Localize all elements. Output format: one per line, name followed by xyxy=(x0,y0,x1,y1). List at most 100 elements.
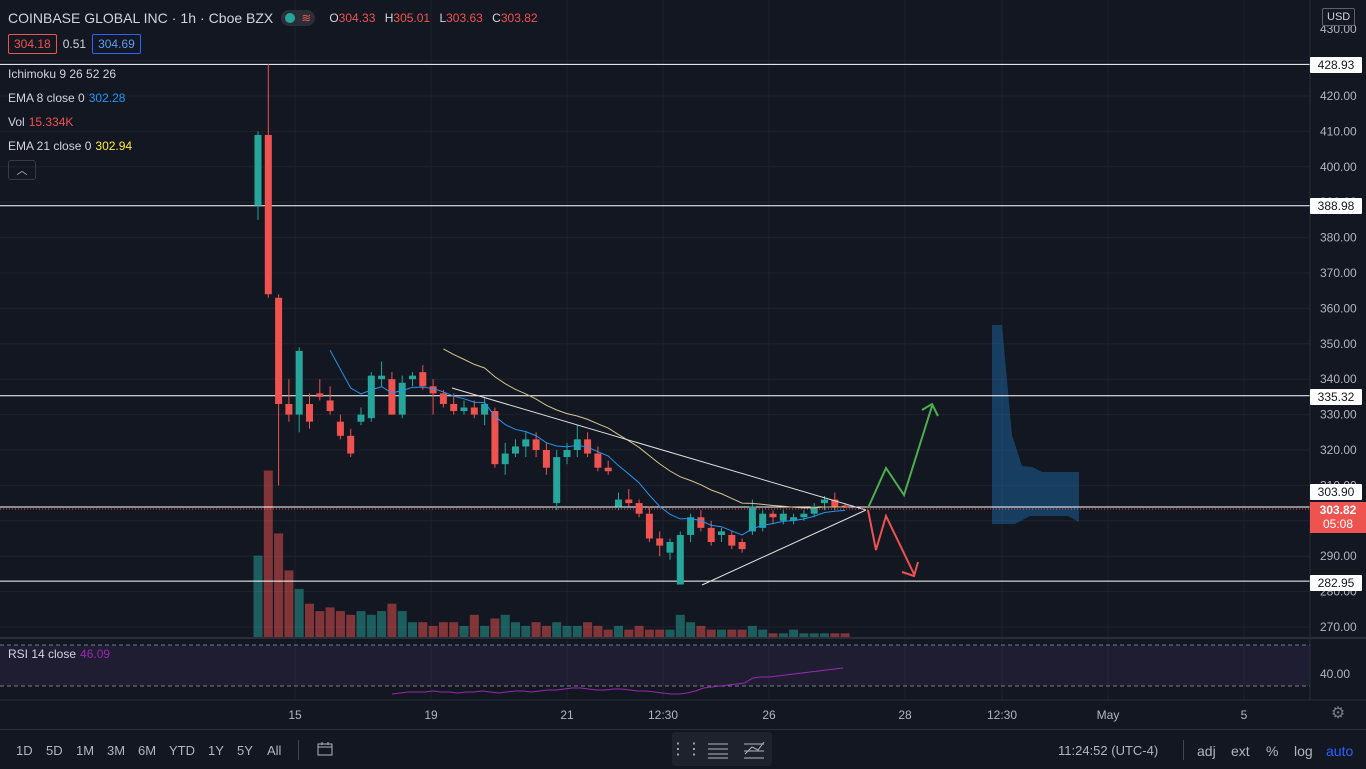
volume-bar xyxy=(335,611,345,637)
adj-toggle[interactable]: adj xyxy=(1197,743,1216,759)
volume-bar xyxy=(325,607,335,637)
ext-toggle[interactable]: ext xyxy=(1231,743,1250,759)
log-toggle[interactable]: log xyxy=(1294,743,1313,759)
chevron-up-icon: ︿ xyxy=(16,165,28,177)
range-6m[interactable]: 6M xyxy=(138,743,157,758)
indicator-ema8[interactable]: EMA 8 close 0 302.28 xyxy=(8,91,125,105)
auto-toggle[interactable]: auto xyxy=(1326,743,1354,759)
time-tick-label: 21 xyxy=(560,708,574,722)
volume-bar xyxy=(758,629,768,637)
range-1m[interactable]: 1M xyxy=(76,743,95,758)
open-key: O xyxy=(329,11,339,25)
volume-bar xyxy=(284,570,294,637)
ema8-line xyxy=(329,350,846,536)
symbol-name[interactable]: COINBASE GLOBAL INC xyxy=(8,10,168,26)
triangle-upper-line xyxy=(451,387,867,511)
candle-body xyxy=(522,439,530,447)
range-all[interactable]: All xyxy=(267,743,282,758)
price-axis-ticks: 420.00410.00400.00390.00380.00370.00360.… xyxy=(1320,89,1357,634)
percent-toggle[interactable]: % xyxy=(1266,743,1279,759)
market-status-toggles[interactable]: ≋ xyxy=(281,10,316,26)
bid-ask-row: 304.18 0.51 304.69 xyxy=(8,34,141,54)
range-5y[interactable]: 5Y xyxy=(237,743,253,758)
volume-bar xyxy=(387,603,397,637)
settings-gear-icon[interactable]: ⚙ xyxy=(1330,705,1346,722)
price-tick-label: 410.00 xyxy=(1320,124,1357,138)
bullish-arrowhead xyxy=(921,402,939,417)
compare-scale-icon[interactable] xyxy=(736,734,772,764)
range-1d[interactable]: 1D xyxy=(16,743,33,758)
volume-bar xyxy=(706,629,716,637)
volume-bar xyxy=(274,533,284,637)
candle-body xyxy=(512,446,519,454)
candle-body xyxy=(285,403,293,415)
price-tick-label: 420.00 xyxy=(1320,89,1357,103)
candle-body xyxy=(264,134,272,295)
range-1y[interactable]: 1Y xyxy=(208,743,224,758)
time-tick-label: 12:30 xyxy=(987,708,1017,722)
bottom-toolbar: 1D 5D 1M 3M 6M YTD 1Y 5Y All ⋮⋮ 11:24:52… xyxy=(0,729,1366,769)
chart-layout-tools: ⋮⋮ xyxy=(670,732,772,766)
low-key: L xyxy=(439,11,447,25)
volume-bar xyxy=(778,633,788,637)
ema21-line xyxy=(443,348,846,509)
candle-body xyxy=(306,403,313,422)
indicator-ichimoku[interactable]: Ichimoku 9 26 52 26 xyxy=(8,67,116,81)
candle-body xyxy=(470,407,478,415)
level-tag: 428.93 xyxy=(1310,57,1362,73)
volume-bar xyxy=(768,633,778,637)
candle-body xyxy=(676,534,684,585)
toolbar-divider xyxy=(1183,740,1184,760)
volume-bar xyxy=(480,625,490,637)
volume-bar xyxy=(315,611,325,637)
rsi-axis-label: 40.00 xyxy=(1320,667,1350,681)
candle-body xyxy=(295,350,303,415)
candle-body xyxy=(450,403,458,412)
volume-bar xyxy=(346,614,356,637)
candle-body xyxy=(810,506,818,514)
range-5d[interactable]: 5D xyxy=(46,743,63,758)
rsi-legend[interactable]: RSI 14 close 46.09 xyxy=(8,647,110,661)
level-tag: 303.90 xyxy=(1310,484,1362,500)
candle-body xyxy=(357,414,365,422)
current-price-tag: 303.82 05:08 xyxy=(1310,502,1366,533)
date-range-icon[interactable] xyxy=(316,740,334,761)
price-tick-label: 290.00 xyxy=(1320,549,1357,563)
candle-body xyxy=(481,403,489,415)
volume-bar xyxy=(541,625,551,637)
volume-bar xyxy=(521,625,531,637)
candle-body xyxy=(367,375,375,419)
indicator-ema21[interactable]: EMA 21 close 0 302.94 xyxy=(8,139,132,153)
price-scale-icon[interactable] xyxy=(700,734,736,764)
volume-bar xyxy=(675,614,685,637)
rsi-band xyxy=(0,645,1310,686)
candle-body xyxy=(563,450,571,458)
volume-bar xyxy=(840,633,850,637)
candle-body xyxy=(398,382,406,415)
volume-bar xyxy=(634,625,644,637)
clock-timezone[interactable]: 11:24:52 (UTC-4) xyxy=(1058,743,1159,758)
range-3m[interactable]: 3M xyxy=(107,743,126,758)
ask-price[interactable]: 304.69 xyxy=(92,34,141,54)
indicator-label: EMA 21 close 0 xyxy=(8,139,92,153)
currency-button[interactable]: USD xyxy=(1322,8,1356,26)
candlesticks xyxy=(254,64,849,585)
price-tick-label: 360.00 xyxy=(1320,301,1357,315)
toolbar-divider xyxy=(298,740,299,760)
bid-price[interactable]: 304.18 xyxy=(8,34,57,54)
indicator-volume[interactable]: Vol 15.334K xyxy=(8,115,73,129)
price-tick-label: 330.00 xyxy=(1320,408,1357,422)
collapse-indicators-button[interactable]: ︿ xyxy=(8,160,36,180)
candle-body xyxy=(728,534,736,546)
volume-bar xyxy=(655,629,665,637)
volume-bar xyxy=(305,603,314,637)
interval-label[interactable]: 1h xyxy=(180,10,196,26)
indicator-value: 302.28 xyxy=(88,91,126,105)
candle-body xyxy=(254,134,262,206)
volume-bar xyxy=(253,555,263,637)
bullish-projection-arrow xyxy=(867,405,933,509)
range-ytd[interactable]: YTD xyxy=(169,743,195,758)
drag-handle-icon[interactable]: ⋮⋮ xyxy=(670,741,702,758)
header-separator: · xyxy=(171,10,177,26)
